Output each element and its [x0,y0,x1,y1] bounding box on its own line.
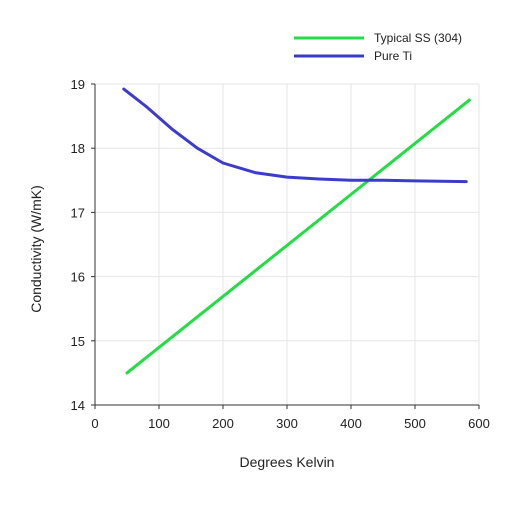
x-axis-label: Degrees Kelvin [240,454,335,470]
y-tick-label: 15 [71,334,85,349]
y-axis-label: Conductivity (W/mK) [28,185,44,313]
grid-lines [95,83,480,405]
x-tick-label: 100 [148,416,170,431]
legend-label: Typical SS (304) [374,31,462,45]
legend: Typical SS (304) Pure Ti [294,31,462,63]
series-lines [122,87,471,375]
y-tick-label: 14 [71,398,85,413]
x-tick-label: 0 [91,416,98,431]
legend-label: Pure Ti [374,49,412,63]
tick-labels: 0 100 200 300 400 500 600 14 15 16 17 18 19 [71,77,490,431]
x-tick-label: 200 [212,416,234,431]
x-tick-label: 600 [468,416,490,431]
y-tick-label: 19 [71,77,85,92]
x-tick-label: 300 [276,416,298,431]
x-tick-label: 400 [340,416,362,431]
y-tick-label: 16 [71,270,85,285]
x-tick-label: 500 [404,416,426,431]
series-line [122,87,468,184]
axes [91,83,480,409]
series-line [125,98,471,375]
y-tick-label: 18 [71,141,85,156]
y-tick-label: 17 [71,205,85,220]
